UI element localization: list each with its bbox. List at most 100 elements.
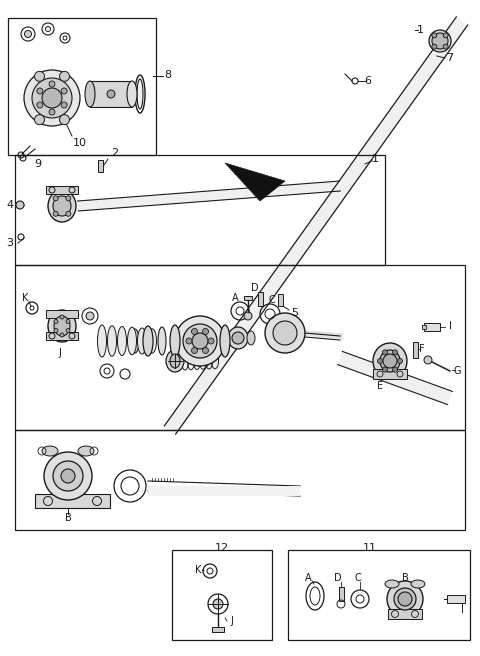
Text: 1: 1 bbox=[372, 154, 379, 164]
Bar bbox=[148, 486, 300, 496]
Bar bbox=[447, 595, 465, 603]
Ellipse shape bbox=[131, 329, 139, 353]
Ellipse shape bbox=[228, 327, 248, 349]
Ellipse shape bbox=[411, 580, 425, 588]
Text: 6: 6 bbox=[364, 76, 372, 86]
Ellipse shape bbox=[380, 350, 400, 372]
Circle shape bbox=[443, 44, 448, 49]
Circle shape bbox=[24, 30, 32, 37]
Bar bbox=[15, 430, 465, 530]
Ellipse shape bbox=[137, 328, 146, 354]
Circle shape bbox=[432, 44, 437, 49]
Circle shape bbox=[86, 312, 94, 320]
Circle shape bbox=[443, 33, 448, 38]
Circle shape bbox=[432, 33, 448, 49]
Circle shape bbox=[61, 469, 75, 483]
Circle shape bbox=[232, 332, 244, 344]
Circle shape bbox=[397, 358, 403, 363]
Text: A: A bbox=[305, 573, 312, 583]
Circle shape bbox=[66, 329, 70, 333]
Ellipse shape bbox=[429, 30, 451, 52]
Circle shape bbox=[24, 70, 80, 126]
Ellipse shape bbox=[143, 326, 153, 356]
Circle shape bbox=[213, 599, 223, 609]
Circle shape bbox=[37, 102, 43, 108]
Text: G: G bbox=[453, 366, 461, 376]
Text: 1: 1 bbox=[417, 25, 423, 35]
Text: K: K bbox=[22, 293, 28, 303]
Circle shape bbox=[183, 324, 217, 358]
Ellipse shape bbox=[48, 310, 76, 342]
Circle shape bbox=[44, 452, 92, 500]
Text: I: I bbox=[461, 605, 463, 615]
Circle shape bbox=[424, 356, 432, 364]
Circle shape bbox=[32, 78, 72, 118]
Circle shape bbox=[203, 329, 208, 335]
Ellipse shape bbox=[373, 343, 407, 379]
Ellipse shape bbox=[108, 326, 117, 356]
Ellipse shape bbox=[385, 580, 399, 588]
Bar bbox=[278, 294, 283, 306]
Ellipse shape bbox=[247, 331, 255, 345]
Text: 12: 12 bbox=[215, 543, 229, 553]
Circle shape bbox=[35, 115, 45, 125]
Bar bbox=[422, 325, 426, 329]
Ellipse shape bbox=[221, 331, 229, 345]
Text: C: C bbox=[269, 295, 276, 305]
Circle shape bbox=[398, 592, 412, 606]
Circle shape bbox=[175, 316, 225, 366]
Bar bbox=[35, 494, 110, 508]
Circle shape bbox=[393, 350, 397, 355]
Bar bbox=[15, 265, 465, 430]
Bar bbox=[46, 186, 78, 194]
Circle shape bbox=[383, 367, 387, 372]
Circle shape bbox=[37, 88, 43, 94]
Text: 7: 7 bbox=[446, 53, 454, 63]
Ellipse shape bbox=[97, 325, 107, 357]
Circle shape bbox=[66, 211, 71, 216]
Text: 10: 10 bbox=[73, 138, 87, 148]
Ellipse shape bbox=[147, 329, 156, 353]
Circle shape bbox=[35, 72, 45, 81]
Circle shape bbox=[244, 312, 252, 320]
Circle shape bbox=[54, 319, 58, 323]
Ellipse shape bbox=[54, 316, 70, 336]
Circle shape bbox=[203, 348, 208, 354]
Circle shape bbox=[61, 88, 67, 94]
Bar bbox=[46, 332, 78, 340]
Circle shape bbox=[60, 72, 70, 81]
Bar bbox=[388, 609, 422, 619]
Text: 8: 8 bbox=[165, 70, 171, 80]
Text: C: C bbox=[355, 573, 361, 583]
Circle shape bbox=[208, 338, 214, 344]
Text: B: B bbox=[65, 513, 72, 523]
Bar bbox=[46, 310, 78, 318]
Circle shape bbox=[383, 354, 397, 368]
Bar bbox=[424, 323, 440, 331]
Bar bbox=[98, 160, 103, 172]
Circle shape bbox=[49, 109, 55, 115]
Circle shape bbox=[60, 115, 70, 125]
Bar bbox=[258, 292, 263, 306]
Bar bbox=[172, 550, 272, 640]
Circle shape bbox=[192, 348, 197, 354]
Text: B: B bbox=[402, 573, 408, 583]
Polygon shape bbox=[337, 352, 452, 405]
Text: A: A bbox=[232, 293, 238, 303]
Polygon shape bbox=[164, 17, 468, 434]
Text: E: E bbox=[377, 381, 383, 391]
Text: J: J bbox=[59, 348, 61, 358]
Circle shape bbox=[383, 350, 387, 355]
Circle shape bbox=[192, 333, 208, 349]
Ellipse shape bbox=[394, 588, 416, 610]
Ellipse shape bbox=[387, 581, 423, 617]
Text: 4: 4 bbox=[6, 200, 13, 210]
Ellipse shape bbox=[128, 327, 136, 355]
Text: F: F bbox=[419, 344, 425, 354]
Ellipse shape bbox=[166, 350, 184, 372]
Ellipse shape bbox=[53, 196, 71, 216]
Bar bbox=[8, 18, 156, 155]
Bar bbox=[373, 369, 407, 379]
Circle shape bbox=[53, 461, 83, 491]
Ellipse shape bbox=[170, 354, 180, 368]
